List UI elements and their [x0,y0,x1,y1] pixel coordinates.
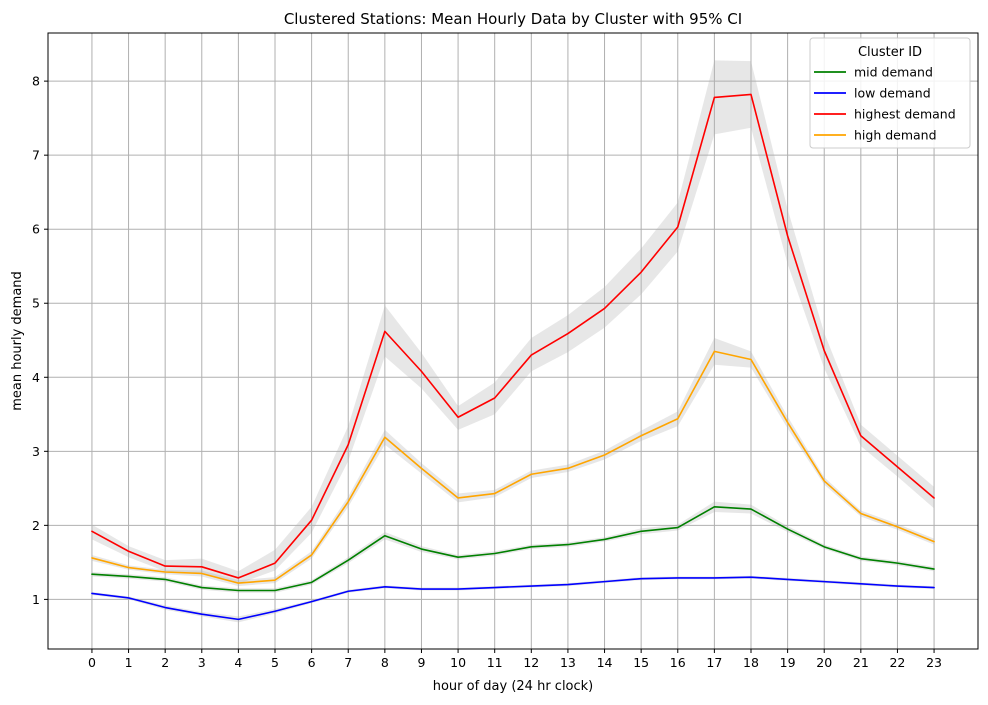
series-line-2 [91,93,935,579]
x-tick-label: 8 [381,655,389,670]
x-tick-label: 17 [706,655,722,670]
x-tick-label: 20 [816,655,832,670]
y-tick-label: 4 [32,370,40,385]
y-tick-label: 8 [32,74,40,89]
x-tick-label: 1 [125,655,133,670]
legend-label: high demand [854,128,937,143]
x-tick-label: 18 [743,655,759,670]
legend-label: low demand [854,86,931,101]
x-tick-label: 19 [780,655,796,670]
x-tick-label: 22 [889,655,905,670]
y-tick-label: 6 [32,222,40,237]
series-line-1 [91,576,935,621]
x-tick-label: 16 [670,655,686,670]
series-line-3 [91,350,935,584]
legend-box [809,37,971,149]
x-tick-label: 21 [853,655,869,670]
y-tick-label: 5 [32,296,40,311]
x-tick-label: 7 [344,655,352,670]
x-tick-label: 14 [597,655,613,670]
ci-band-series-0 [91,501,935,593]
x-tick-label: 10 [450,655,466,670]
y-tick-label: 3 [32,444,40,459]
y-tick-label: 2 [32,518,40,533]
x-tick-label: 11 [487,655,503,670]
series-line-0 [91,506,935,592]
confidence-bands [91,60,935,623]
x-tick-label: 13 [560,655,576,670]
x-axis-ticks: 0 1 2 3 4 5 6 7 8 9 10 11 12 13 14 15 16 17 18 19 20 21 22 23 [88,649,942,670]
x-tick-label: 2 [161,655,169,670]
x-tick-label: 15 [633,655,649,670]
x-tick-label: 0 [88,655,96,670]
x-tick-label: 5 [271,655,279,670]
series-lines [91,93,935,621]
legend-entries: mid demand low demand highest demand high d… [814,65,956,143]
legend: Cluster ID mid demand low demand highest d… [809,37,971,149]
y-axis-ticks: 1 2 3 4 5 6 7 8 [32,74,48,607]
x-tick-label: 4 [234,655,242,670]
y-tick-label: 7 [32,148,40,163]
y-tick-label: 1 [32,592,40,607]
y-axis-label: mean hourly demand [10,271,25,411]
legend-title: Cluster ID [858,45,922,60]
plot-frame [47,32,979,650]
legend-label: mid demand [854,65,933,80]
x-tick-label: 12 [523,655,539,670]
x-tick-label: 6 [308,655,316,670]
x-tick-label: 23 [926,655,942,670]
legend-label: highest demand [854,107,956,122]
x-axis-label: hour of day (24 hr clock) [433,679,594,694]
chart-title: Clustered Stations: Mean Hourly Data by … [284,10,742,28]
x-tick-label: 3 [198,655,206,670]
x-tick-label: 9 [417,655,425,670]
